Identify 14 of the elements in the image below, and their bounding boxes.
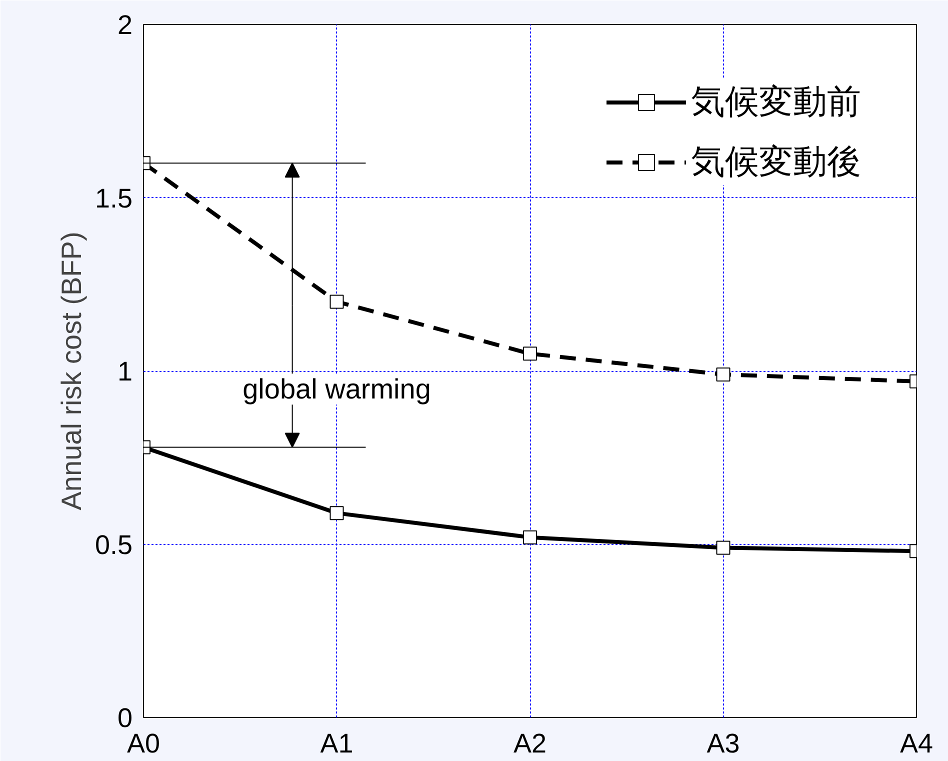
y-tick-label: 0.5	[94, 530, 133, 560]
annotation: global warming	[242, 374, 431, 405]
x-tick-label: A3	[706, 728, 740, 758]
y-axis-title: Annual risk cost (BFP)	[56, 232, 87, 510]
x-tick-label: A1	[320, 728, 354, 758]
x-tick-label: A4	[900, 728, 934, 758]
y-tick-label: 2	[117, 10, 133, 40]
legend-label: 気候変動前	[691, 81, 861, 124]
legend-label: 気候変動後	[691, 141, 861, 184]
y-tick-label: 1.5	[94, 183, 133, 214]
y-tick-label: 1	[117, 356, 133, 386]
point	[523, 346, 537, 361]
x-tick-label: A2	[513, 728, 547, 758]
point	[523, 530, 537, 544]
